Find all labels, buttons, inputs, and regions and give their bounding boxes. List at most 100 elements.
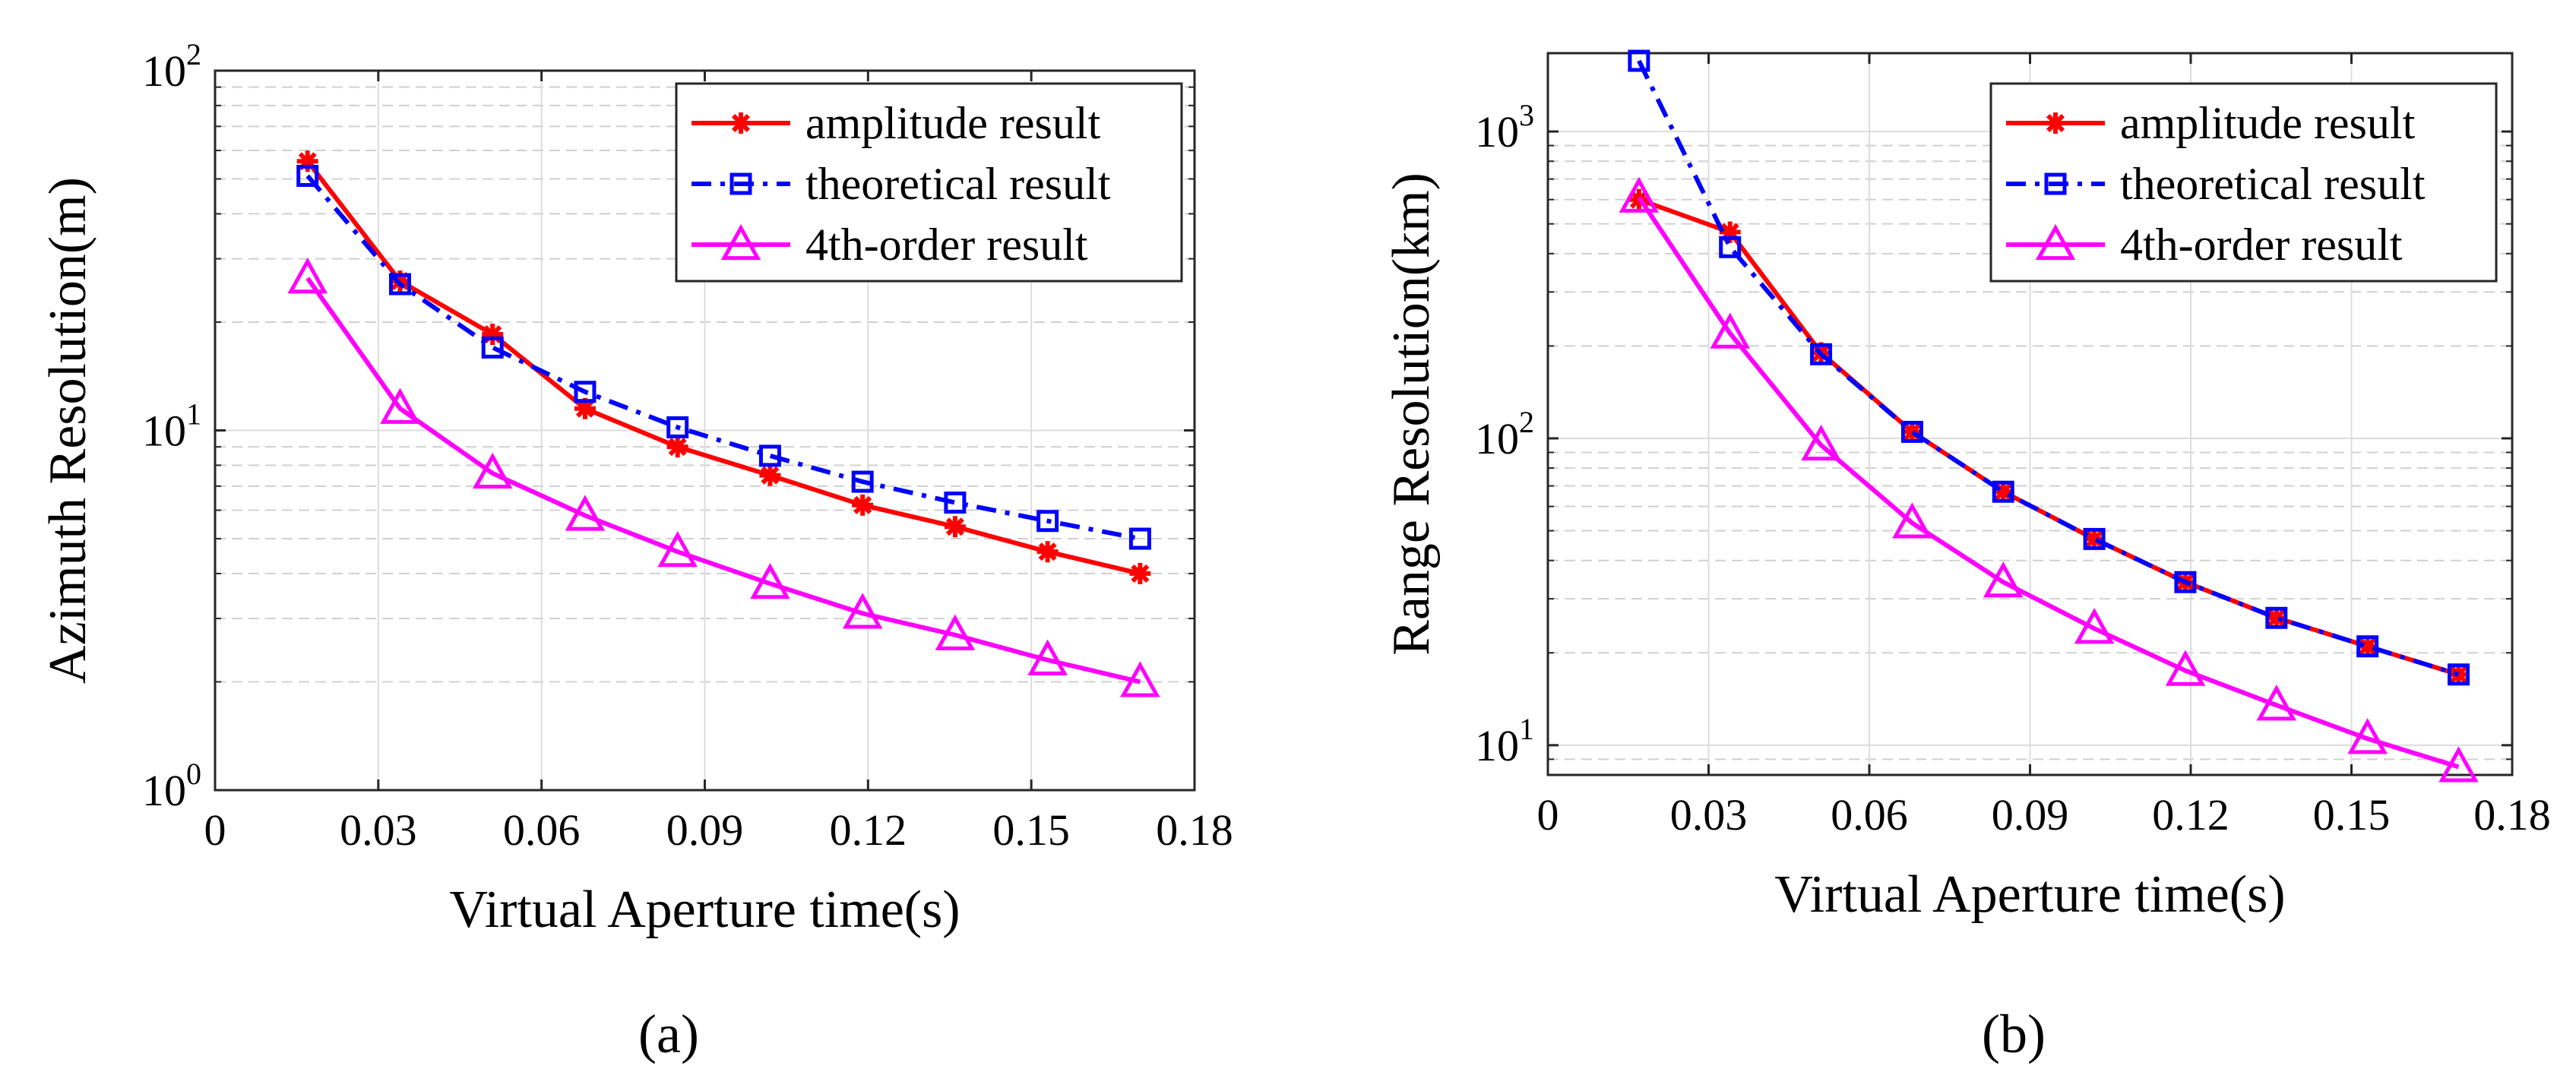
y-tick-label-exponent: 2 <box>186 37 201 71</box>
series-line <box>1637 59 2460 677</box>
data-point <box>1129 562 1151 584</box>
legend-box <box>675 82 1183 283</box>
data-point <box>1992 480 2014 503</box>
data-point <box>944 492 967 514</box>
x-tick-label: 0.18 <box>2473 790 2551 840</box>
y-tick-label-base: 10 <box>142 406 186 456</box>
y-axis-label: Range Resolution(km) <box>1382 172 1441 656</box>
y-tick-label-exponent: 2 <box>1519 405 1534 439</box>
series-theoretical-result <box>1628 49 2470 686</box>
series-amplitude-result <box>296 150 1151 584</box>
legend-swatch-marker <box>2035 223 2076 261</box>
y-tick-label-base: 10 <box>142 766 186 815</box>
data-point <box>565 495 606 531</box>
y-tick-label-base: 10 <box>1475 107 1519 157</box>
y-tick-label-exponent: 1 <box>1519 712 1534 746</box>
series-theoretical-result <box>296 164 1151 550</box>
data-point <box>2084 528 2106 550</box>
series-4th-order-result <box>287 257 1160 697</box>
data-point <box>1983 561 2024 598</box>
data-point <box>657 531 698 568</box>
y-axis-label: Azimuth Resolution(m) <box>39 177 97 684</box>
y-tick-label-base: 10 <box>1475 414 1519 463</box>
legend-label: theoretical result <box>2120 159 2426 209</box>
legend-swatch-marker <box>729 172 752 195</box>
data-point <box>842 593 883 629</box>
data-point <box>2083 527 2106 550</box>
x-tick-label: 0.06 <box>1831 790 1908 840</box>
data-point <box>2174 571 2197 593</box>
data-point <box>1036 510 1059 533</box>
y-tick-label: 100 <box>142 757 201 815</box>
y-tick-label: 103 <box>1475 98 1534 157</box>
data-point <box>1901 421 1923 443</box>
data-point <box>1892 502 1932 539</box>
data-point <box>1710 312 1750 349</box>
data-point <box>2347 718 2388 754</box>
data-point <box>2074 608 2115 644</box>
x-tick-label: 0.15 <box>992 805 1070 855</box>
legend-label: amplitude result <box>805 98 1101 148</box>
data-point <box>2265 606 2288 629</box>
x-tick-label: 0.12 <box>2152 790 2229 840</box>
y-tick-label: 101 <box>142 397 201 456</box>
legend-swatch-marker <box>720 223 761 261</box>
legend-label: 4th-order result <box>805 220 1088 270</box>
y-tick-label-base: 10 <box>142 46 186 96</box>
data-point <box>2165 650 2206 686</box>
data-point <box>296 164 319 187</box>
data-point <box>1628 49 1650 72</box>
legend-box <box>1989 82 2498 283</box>
x-tick-label: 0.09 <box>1992 790 2069 840</box>
data-point <box>666 416 689 438</box>
series-line <box>305 160 1141 576</box>
x-tick-label: 0.18 <box>1156 805 1233 855</box>
data-point <box>2356 635 2379 658</box>
y-tick-label-exponent: 3 <box>1519 98 1534 132</box>
data-point <box>1719 236 1742 258</box>
data-point <box>935 614 976 650</box>
panel-label: (a) <box>638 1004 699 1064</box>
x-tick-label: 0 <box>1537 790 1559 840</box>
x-axis-label: Virtual Aperture time(s) <box>449 881 960 939</box>
data-point <box>481 336 504 359</box>
data-point <box>380 387 420 424</box>
data-point <box>1900 420 1923 443</box>
data-point <box>944 516 966 538</box>
y-tick-label-base: 10 <box>1475 721 1519 770</box>
data-point <box>2265 607 2287 629</box>
data-point <box>750 563 790 599</box>
data-point <box>2438 746 2479 783</box>
x-tick-label: 0.03 <box>340 805 417 855</box>
series-4th-order-result <box>1619 176 2479 783</box>
legend-swatch-marker <box>730 112 752 134</box>
data-point <box>574 381 597 403</box>
y-tick-label: 102 <box>1475 405 1534 463</box>
legend-label: 4th-order result <box>2120 220 2403 270</box>
y-tick-label-exponent: 1 <box>186 397 201 432</box>
data-point <box>666 436 688 458</box>
x-axis-label: Virtual Aperture time(s) <box>1774 865 2285 924</box>
data-point <box>2256 685 2297 721</box>
legend-label: amplitude result <box>2120 98 2416 148</box>
data-point <box>472 452 513 489</box>
legend: amplitude result theoretical result 4th-or… <box>1989 82 2498 283</box>
panel-b: 0 0.03 0.06 0.09 0.12 0.15 0.18101102103Virtua… <box>1382 49 2551 1064</box>
y-tick-label: 102 <box>142 37 201 96</box>
data-point <box>1128 527 1151 550</box>
legend: amplitude result theoretical result 4th-or… <box>675 82 1183 283</box>
data-point <box>1120 661 1160 697</box>
y-tick-label-exponent: 0 <box>186 757 201 791</box>
data-point <box>1027 639 1068 675</box>
x-tick-label: 0.15 <box>2313 790 2391 840</box>
data-point <box>388 273 411 296</box>
x-tick-label: 0.03 <box>1670 790 1748 840</box>
x-tick-label: 0.12 <box>830 805 907 855</box>
data-point <box>852 494 874 516</box>
data-point <box>287 257 328 294</box>
x-tick-label: 0.09 <box>666 805 744 855</box>
data-point <box>1801 424 1841 461</box>
panel-a: 0 0.03 0.06 0.09 0.12 0.15 0.18100101102Virtua… <box>39 37 1233 1064</box>
y-tick-label: 101 <box>1475 712 1534 770</box>
